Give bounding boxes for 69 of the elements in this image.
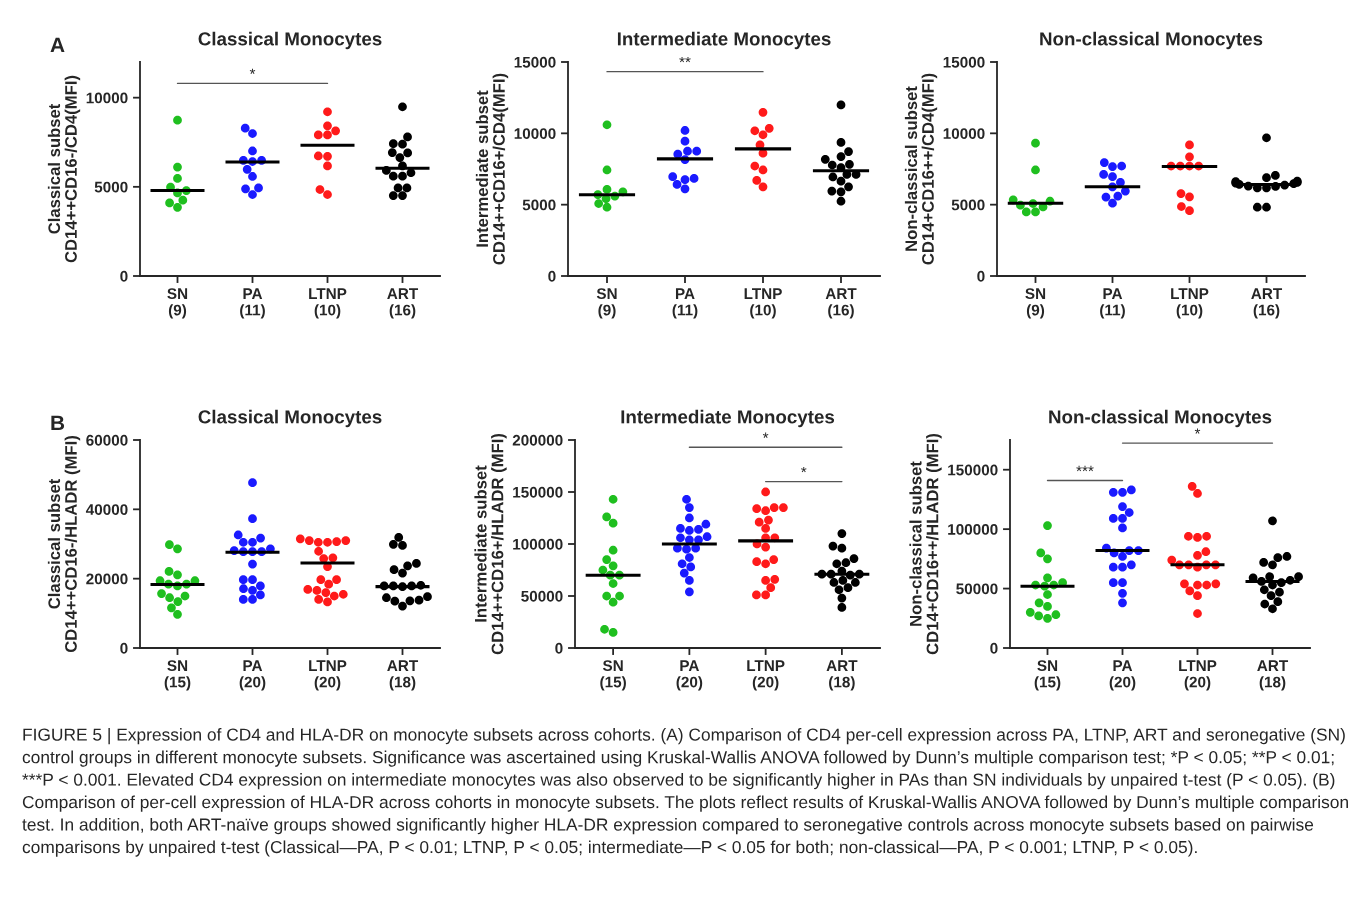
x-tick-label: SN (15): [1034, 660, 1061, 691]
annotation: *: [249, 68, 256, 75]
y-tick-label: 15000: [943, 56, 985, 68]
y-axis-title: Classical subset CD14++CD16-/CD4(MFI): [47, 75, 81, 263]
x-tick-label: PA (20): [239, 660, 266, 691]
y-axis-title: Non-classical subset CD14+CD16++/HLADR (MFI): [909, 433, 942, 655]
chart-title: Intermediate Monocytes: [617, 31, 831, 50]
x-tick-label: LTNP (10): [309, 288, 347, 319]
y-tick-label: 0: [990, 642, 998, 654]
y-tick-label: 100000: [513, 538, 563, 550]
x-tick-label: SN (15): [600, 660, 626, 691]
y-axis-title: Non-classical subset CD14+CD16++/CD4(MFI): [904, 73, 938, 265]
x-tick-label: SN (9): [167, 288, 188, 319]
y-tick-label: 0: [977, 270, 985, 282]
chart-title: Non-classical Monocytes: [1049, 409, 1272, 428]
y-tick-label: 10000: [514, 128, 556, 140]
annotation: **: [679, 56, 691, 63]
y-axis-title: Intermediate subset CD14++CD16+/CD4(MFI): [475, 73, 509, 265]
y-tick-label: 200000: [512, 434, 563, 446]
chart-title: Intermediate Monocytes: [621, 409, 835, 428]
text: *: [1194, 428, 1201, 434]
y-tick-label: 100000: [948, 524, 998, 535]
x-tick-label: PA (11): [672, 288, 698, 319]
y-tick-label: 10000: [943, 128, 985, 140]
x-tick-label: LTNP (20): [309, 660, 347, 691]
y-tick-label: 50000: [521, 590, 563, 602]
y-tick-label: 0: [120, 270, 128, 282]
y-tick-label: 5000: [951, 199, 985, 211]
x-tick-label: ART (16): [387, 288, 419, 319]
chart-title: Classical Monocytes: [198, 31, 382, 50]
y-tick-label: 60000: [86, 434, 128, 446]
y-tick-label: 0: [555, 642, 563, 654]
y-axis-title: Classical subset CD14++CD16-/HLADR (MFI): [47, 436, 81, 653]
x-tick-label: SN (15): [164, 660, 191, 691]
y-tick-label: 150000: [948, 464, 998, 476]
x-tick-label: LTNP (20): [1179, 660, 1217, 691]
annotation: ***: [1076, 465, 1094, 472]
x-tick-label: ART (16): [825, 288, 857, 319]
y-tick-label: 15000: [514, 56, 556, 68]
x-tick-label: PA (11): [240, 288, 265, 319]
x-tick-label: ART (18): [1257, 660, 1289, 691]
x-tick-label: PA (20): [676, 660, 703, 691]
annotation: *: [801, 466, 807, 473]
chart-title: Classical Monocytes: [198, 409, 382, 428]
x-tick-label: LTNP (10): [744, 288, 782, 319]
y-tick-label: 150000: [513, 486, 563, 498]
x-tick-label: ART (18): [826, 660, 858, 691]
x-tick-label: SN (9): [596, 288, 617, 319]
y-axis-title: Intermediate subset CD14++CD16+/HLADR (MFI): [474, 433, 507, 655]
text: FIGURE 5 | Expression of CD4 and HLA-DR on monocyte subsets across cohorts. (A) Comparison of CD4 per-cell expression across PA, LTNP, ART and seronegative (SN) control groups in different monocyte subsets. Significance was ascertained using Kruskal-Wallis ANOVA followed by Dunn’s multiple comparison test; *P < 0.05; **P < 0.01; ***P < 0.001. Elevated CD4 expression on intermediate monocytes was also observed to be significantly higher in PAs than SN individuals by unpaired t-test (P < 0.05). (B) Comparison of per-cell expression of HLA-DR across cohorts in monocyte subsets. The plots reflect results of Kruskal-Wallis ANOVA followed by Dunn’s multiple comparison test. In addition, both ART-naïve groups showed significantly higher HLA-DR expression compared to seronegative controls across monocyte subsets based on pairwise comparisons by unpaired t-test (Classical—PA, P < 0.01; LTNP, P < 0.05; intermediate—P < 0.05 for both; non-classical—PA, P < 0.001; LTNP, P < 0.05).: [22, 728, 1348, 857]
x-tick-label: ART (18): [387, 660, 419, 691]
y-tick-label: 5000: [522, 199, 556, 211]
x-tick-label: LTNP (10): [1171, 288, 1209, 319]
text: *: [762, 432, 769, 438]
chart-title: Non-classical Monocytes: [1040, 31, 1263, 50]
y-tick-label: 50000: [956, 583, 998, 595]
text: A: [50, 37, 65, 53]
text: B: [51, 415, 65, 431]
x-tick-label: LTNP (20): [747, 660, 785, 691]
x-tick-label: PA (20): [1109, 660, 1136, 691]
x-tick-label: PA (11): [1100, 288, 1125, 319]
y-tick-label: 5000: [94, 181, 128, 193]
y-tick-label: 40000: [85, 504, 128, 516]
x-tick-label: ART (16): [1251, 288, 1283, 319]
y-tick-label: 0: [548, 270, 556, 282]
y-tick-label: 10000: [86, 92, 128, 104]
x-tick-label: SN (9): [1025, 288, 1046, 319]
y-tick-label: 0: [120, 642, 128, 654]
y-tick-label: 20000: [86, 573, 128, 585]
